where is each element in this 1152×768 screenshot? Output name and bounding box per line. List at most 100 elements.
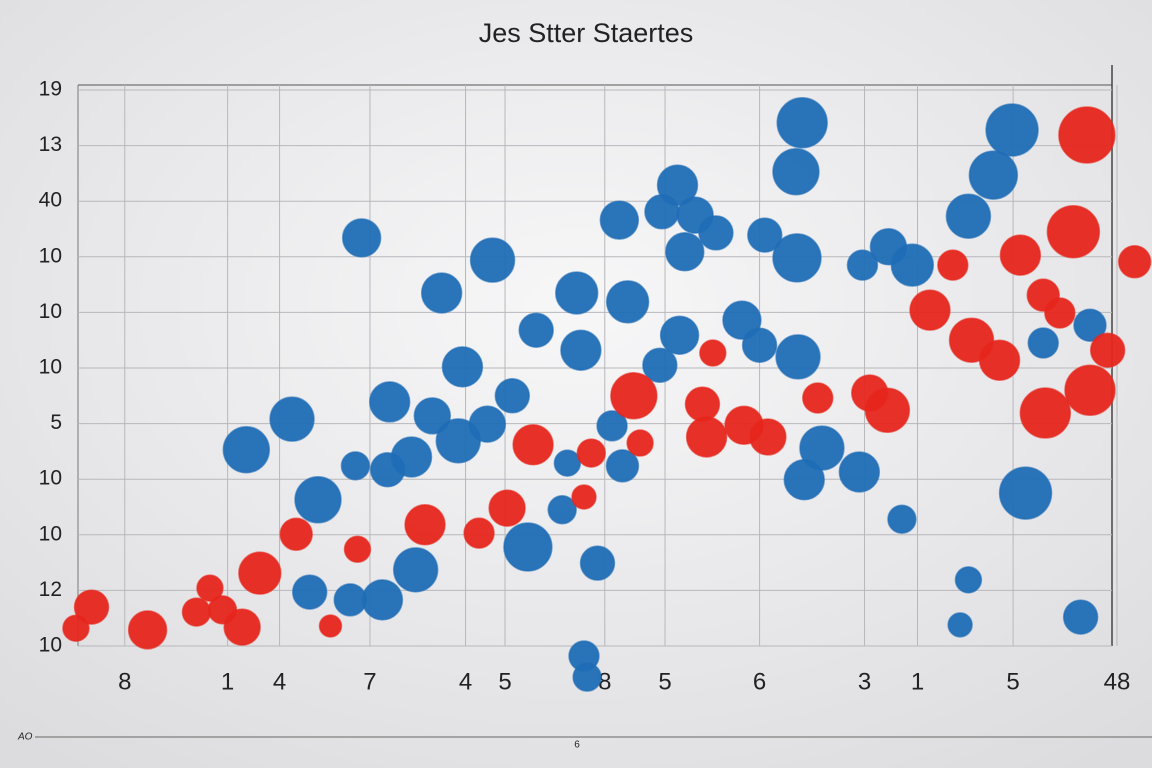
bubble (947, 612, 973, 638)
bubble (749, 418, 787, 456)
bubble (1027, 327, 1059, 359)
y-tick-label: 10 (39, 300, 62, 323)
bubble (222, 425, 271, 474)
bubble (685, 416, 728, 458)
bubble (488, 489, 526, 527)
bubble (294, 476, 342, 524)
bubble (1058, 106, 1116, 164)
bubble (838, 451, 881, 493)
bubble (945, 193, 992, 239)
bubble (62, 614, 90, 642)
x-tick-label: 1 (911, 668, 924, 695)
bubble (1064, 364, 1116, 416)
bubble (1046, 205, 1101, 259)
bubble (238, 551, 282, 595)
x-tick-label: 7 (363, 668, 376, 695)
x-tick-label: 4 (273, 668, 286, 695)
bubble (291, 574, 328, 610)
bubble (560, 329, 602, 371)
x-tick-label: 48 (1104, 668, 1131, 695)
bubble (572, 662, 602, 692)
bubble (1062, 599, 1099, 635)
corner-label: AO (17, 732, 33, 743)
bubble (579, 545, 616, 581)
bubble (1073, 308, 1107, 342)
chart-title: Jes Stter Staertes (479, 18, 694, 48)
bubble (998, 466, 1053, 520)
bubble (887, 504, 917, 534)
bubble (869, 228, 908, 266)
bubble (610, 372, 658, 420)
bubble (468, 405, 507, 443)
y-tick-label: 10 (39, 634, 62, 657)
y-tick-label: 10 (39, 356, 62, 379)
bubble (1019, 387, 1072, 439)
x-tick-label: 4 (459, 668, 472, 695)
bubble (850, 374, 889, 412)
bubble (909, 289, 951, 331)
x-tick-label: 5 (498, 668, 511, 695)
bubble (846, 249, 879, 281)
bubble (518, 312, 554, 348)
x-tick-label: 5 (1006, 668, 1019, 695)
bubble (596, 410, 628, 442)
bubble (783, 459, 826, 501)
x-tick-label: 8 (118, 668, 131, 695)
bubble (642, 347, 678, 383)
bubble (369, 451, 406, 488)
bubble (361, 579, 404, 621)
bubble (512, 423, 554, 466)
bubble (659, 315, 700, 355)
bubble (599, 200, 640, 240)
bubble (978, 339, 1021, 381)
bubble (775, 334, 821, 380)
bubble (318, 614, 343, 638)
bubble (73, 589, 110, 625)
bubble (463, 517, 495, 549)
x-tick-label: 5 (658, 668, 671, 695)
bubble (571, 484, 597, 510)
bubble (1044, 297, 1076, 329)
bubble (553, 449, 582, 477)
x-tick-label: 3 (858, 668, 871, 695)
bubble (127, 610, 168, 650)
bubble (279, 517, 313, 551)
y-tick-label: 40 (39, 189, 62, 212)
bubble (968, 150, 1019, 200)
bubble (985, 103, 1039, 157)
y-tick-label: 12 (39, 578, 62, 601)
y-tick-label: 10 (39, 467, 62, 490)
bubble (954, 566, 983, 594)
bubble (340, 451, 371, 481)
bubble (665, 232, 705, 272)
bubble (741, 327, 778, 363)
bubble (776, 97, 828, 149)
bubble (937, 249, 969, 281)
bubble (772, 233, 822, 283)
bubble (1117, 245, 1152, 279)
bubble (269, 396, 315, 442)
bubble (698, 215, 734, 251)
bubble (413, 397, 452, 435)
bubble (494, 378, 531, 414)
bubble (1089, 332, 1126, 368)
bubble (547, 495, 577, 525)
bubble (747, 217, 783, 253)
y-tick-label: 19 (39, 78, 62, 101)
bubble (368, 381, 411, 423)
bubble (605, 280, 650, 324)
bubble (772, 147, 820, 196)
bubble (196, 574, 224, 602)
bubble (341, 218, 382, 258)
bubble (999, 234, 1042, 276)
bubble (576, 438, 607, 468)
bubble (420, 272, 463, 314)
bubble (333, 583, 367, 617)
bubble (644, 194, 680, 230)
y-tick-label: 13 (39, 133, 62, 156)
bubble (503, 522, 553, 572)
y-tick-label: 10 (39, 244, 62, 267)
y-tick-label: 5 (50, 411, 62, 434)
